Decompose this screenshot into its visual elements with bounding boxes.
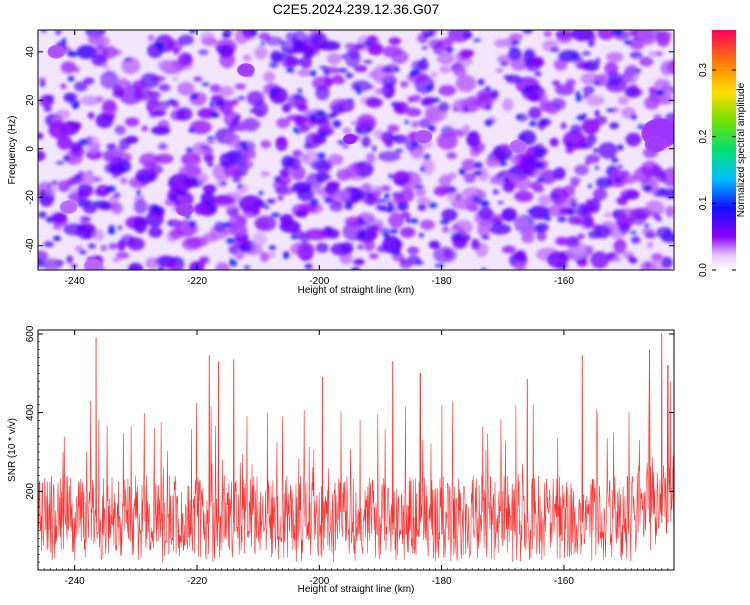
- snr-xtick-label: -240: [65, 576, 85, 587]
- heatmap-hotspot: [509, 139, 527, 154]
- snr-ticks: -240 -220 -200 -180 -160 200 400 600: [25, 325, 675, 587]
- colorbar-tick-label: 0.3: [698, 63, 709, 77]
- colorbar-tick-label: 0.1: [698, 196, 709, 210]
- heatmap-hotspot: [59, 200, 78, 214]
- snr-xtick-label: -180: [432, 576, 452, 587]
- colorbar-tick-label: 0.0: [698, 263, 709, 277]
- heatmap-hotspots: [47, 45, 674, 270]
- heatmap-ytick-label: -20: [25, 190, 36, 205]
- snr-series-line: [38, 333, 674, 563]
- snr-panel: -240 -220 -200 -180 -160 200 400 600 Height of …: [7, 325, 675, 595]
- snr-xtick-label: -160: [554, 576, 574, 587]
- heatmap-hotspot: [237, 63, 255, 77]
- snr-ytick-label: 200: [25, 483, 36, 500]
- heatmap-xtick-label: -200: [309, 276, 329, 287]
- heatmap-xtick-label: -220: [187, 276, 207, 287]
- colorbar: 0.0 0.1 0.2 0.3 Normalized spectral amplitu…: [698, 30, 747, 277]
- heatmap-hotspot: [343, 133, 357, 145]
- heatmap-hotspot: [47, 45, 66, 59]
- heatmap-field: [38, 30, 674, 270]
- heatmap-hotspot: [414, 129, 433, 144]
- figure-title: C2E5.2024.239.12.36.G07: [273, 1, 440, 17]
- heatmap-ytick-label: 20: [25, 94, 36, 106]
- heatmap-hotspot: [84, 258, 102, 270]
- snr-ylabel: SNR (10 * v/v): [7, 418, 18, 482]
- snr-ytick-label: 600: [25, 325, 36, 342]
- snr-ytick-label: 400: [25, 404, 36, 421]
- snr-xtick-label: -200: [309, 576, 329, 587]
- heatmap-frame: [37, 29, 675, 271]
- heatmap-hotspot: [176, 202, 194, 217]
- colorbar-label: Normalized spectral amplitude: [736, 82, 747, 217]
- heatmap-ytick-label: -40: [25, 238, 36, 253]
- heatmap-xtick-label: -180: [432, 276, 452, 287]
- heatmap-xlabel: Height of straight line (km): [298, 285, 415, 296]
- heatmap-hotspot: [644, 135, 667, 153]
- heatmap-ytick-label: 0: [25, 146, 36, 152]
- snr-peaks: [95, 333, 669, 523]
- heatmap-ytick-label: 40: [25, 46, 36, 58]
- colorbar-gradient: [712, 30, 736, 270]
- heatmap-xtick-label: -160: [554, 276, 574, 287]
- colorbar-ticks: 0.0 0.1 0.2 0.3: [698, 63, 736, 277]
- colorbar-tick-label: 0.2: [698, 129, 709, 143]
- snr-xtick-label: -220: [187, 576, 207, 587]
- snr-xlabel: Height of straight line (km): [298, 584, 415, 595]
- heatmap-xtick-label: -240: [65, 276, 85, 287]
- heatmap-ylabel: Frequency (Hz): [7, 116, 18, 185]
